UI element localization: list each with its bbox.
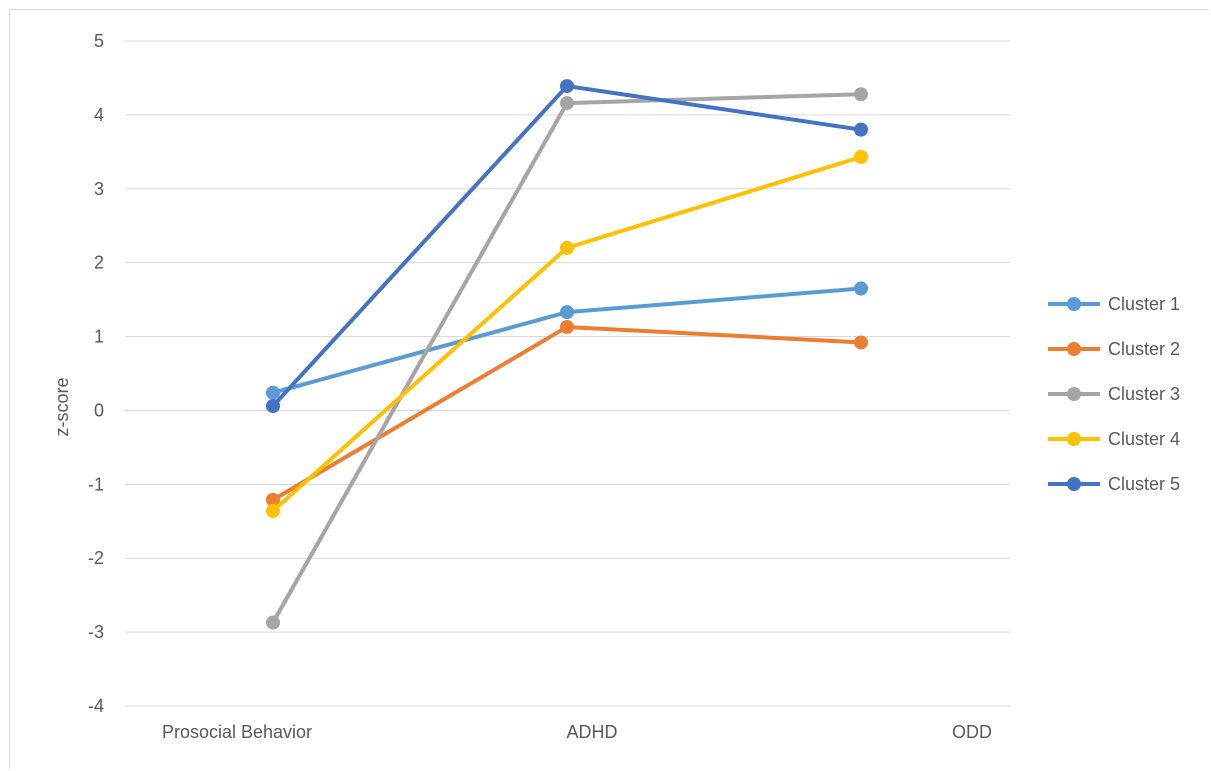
- x-axis-ticks: Prosocial Behavior ADHD ODD: [162, 722, 992, 742]
- data-point: [266, 615, 280, 630]
- data-point: [560, 240, 574, 255]
- data-point: [560, 319, 574, 334]
- series-line: [271, 92, 863, 625]
- legend-label: Cluster 2: [1108, 339, 1180, 359]
- series-layer: [266, 79, 868, 630]
- series-3: [266, 87, 868, 630]
- series-line: [271, 324, 863, 502]
- y-tick-label: -2: [88, 548, 104, 568]
- legend-label: Cluster 3: [1108, 384, 1180, 404]
- y-axis-ticks: 5 4 3 2 1 0 -1 -2 -3 -4: [88, 31, 104, 716]
- legend-marker: [1067, 387, 1081, 401]
- x-tick-label: Prosocial Behavior: [162, 722, 312, 742]
- data-point: [854, 281, 868, 296]
- legend-item: Cluster 4: [1048, 429, 1180, 449]
- series-2: [266, 319, 868, 507]
- data-point: [854, 335, 868, 350]
- series-line: [271, 286, 863, 395]
- legend-item: Cluster 5: [1048, 474, 1180, 494]
- legend-marker: [1067, 297, 1081, 311]
- data-point: [560, 96, 574, 111]
- data-point: [560, 79, 574, 94]
- x-tick-label: ODD: [952, 722, 992, 742]
- y-axis-title: z-score: [52, 377, 72, 436]
- data-point: [854, 87, 868, 102]
- data-point: [266, 492, 280, 507]
- legend-item: Cluster 3: [1048, 384, 1180, 404]
- legend-marker: [1067, 342, 1081, 356]
- legend-marker: [1067, 477, 1081, 491]
- legend-label: Cluster 5: [1108, 474, 1180, 494]
- y-tick-label: 0: [94, 400, 104, 420]
- legend-item: Cluster 1: [1048, 294, 1180, 314]
- y-tick-label: -1: [88, 474, 104, 494]
- legend: Cluster 1 Cluster 2 Cluster 3 Cluster 4 Clus…: [1048, 294, 1180, 494]
- legend-marker: [1067, 432, 1081, 446]
- y-tick-label: 5: [94, 31, 104, 51]
- chart-frame: [9, 9, 1209, 769]
- y-tick-label: 4: [94, 105, 104, 125]
- series-5: [266, 79, 868, 414]
- y-tick-label: -4: [88, 696, 104, 716]
- data-point: [560, 305, 574, 320]
- data-point: [854, 150, 868, 165]
- series-line: [271, 155, 863, 513]
- x-tick-label: ADHD: [566, 722, 617, 742]
- y-tick-label: 1: [94, 327, 104, 347]
- gridlines: [125, 40, 1010, 707]
- legend-label: Cluster 1: [1108, 294, 1180, 314]
- data-point: [266, 385, 280, 400]
- data-point: [266, 503, 280, 518]
- legend-label: Cluster 4: [1108, 429, 1180, 449]
- y-tick-label: 2: [94, 253, 104, 273]
- series-4: [266, 150, 868, 518]
- legend-item: Cluster 2: [1048, 339, 1180, 359]
- data-point: [854, 122, 868, 137]
- y-tick-label: -3: [88, 622, 104, 642]
- y-tick-label: 3: [94, 179, 104, 199]
- data-point: [266, 399, 280, 414]
- series-1: [266, 281, 868, 400]
